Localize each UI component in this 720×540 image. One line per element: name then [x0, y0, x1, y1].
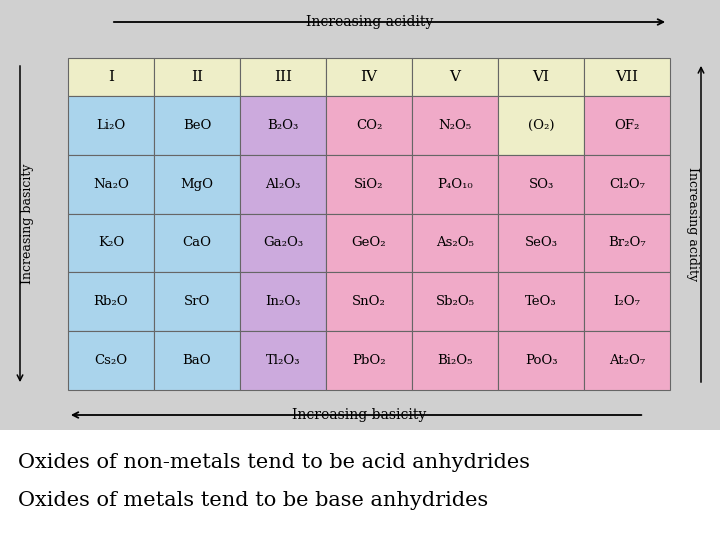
Text: Rb₂O: Rb₂O — [94, 295, 128, 308]
Bar — [68, 58, 154, 96]
Bar — [498, 331, 584, 390]
Bar — [154, 155, 240, 214]
Text: III: III — [274, 70, 292, 84]
Text: (O₂): (O₂) — [528, 119, 554, 132]
Text: IV: IV — [361, 70, 377, 84]
Text: SnO₂: SnO₂ — [352, 295, 386, 308]
Bar — [412, 155, 498, 214]
Text: PoO₃: PoO₃ — [525, 354, 557, 367]
Text: PbO₂: PbO₂ — [352, 354, 386, 367]
Bar — [68, 214, 154, 272]
Text: BeO: BeO — [183, 119, 211, 132]
Bar — [498, 96, 584, 155]
Text: Cl₂O₇: Cl₂O₇ — [609, 178, 645, 191]
Bar — [498, 155, 584, 214]
Bar — [68, 331, 154, 390]
Bar — [68, 272, 154, 331]
Bar — [240, 155, 326, 214]
Text: SrO: SrO — [184, 295, 210, 308]
Bar — [412, 96, 498, 155]
Text: II: II — [191, 70, 203, 84]
Bar — [584, 331, 670, 390]
Bar — [240, 331, 326, 390]
Text: Li₂O: Li₂O — [96, 119, 125, 132]
Bar — [154, 58, 240, 96]
Bar — [68, 96, 154, 155]
Bar — [412, 272, 498, 331]
Text: N₂O₅: N₂O₅ — [438, 119, 472, 132]
Bar — [154, 331, 240, 390]
Bar — [498, 58, 584, 96]
Bar — [240, 214, 326, 272]
Bar — [240, 96, 326, 155]
Text: Cs₂O: Cs₂O — [94, 354, 127, 367]
Bar — [412, 331, 498, 390]
Text: Br₂O₇: Br₂O₇ — [608, 237, 646, 249]
Text: At₂O₇: At₂O₇ — [609, 354, 645, 367]
Bar — [326, 214, 412, 272]
Text: Oxides of metals tend to be base anhydrides: Oxides of metals tend to be base anhydri… — [18, 490, 488, 510]
Bar — [412, 58, 498, 96]
Text: Increasing acidity: Increasing acidity — [306, 15, 433, 29]
Bar — [498, 214, 584, 272]
Text: As₂O₅: As₂O₅ — [436, 237, 474, 249]
Bar — [584, 214, 670, 272]
Text: Al₂O₃: Al₂O₃ — [265, 178, 301, 191]
Text: OF₂: OF₂ — [614, 119, 639, 132]
Bar — [68, 155, 154, 214]
Bar — [154, 214, 240, 272]
Bar — [412, 214, 498, 272]
Text: Ga₂O₃: Ga₂O₃ — [263, 237, 303, 249]
Text: CaO: CaO — [182, 237, 212, 249]
Bar — [154, 272, 240, 331]
Text: Tl₂O₃: Tl₂O₃ — [266, 354, 300, 367]
Bar — [584, 272, 670, 331]
Text: MgO: MgO — [181, 178, 214, 191]
Text: VII: VII — [616, 70, 639, 84]
Text: In₂O₃: In₂O₃ — [265, 295, 301, 308]
Bar — [584, 58, 670, 96]
Bar — [326, 331, 412, 390]
Text: Oxides of non-metals tend to be acid anhydrides: Oxides of non-metals tend to be acid anh… — [18, 454, 530, 472]
Text: K₂O: K₂O — [98, 237, 124, 249]
Text: Increasing acidity: Increasing acidity — [686, 167, 700, 281]
Text: GeO₂: GeO₂ — [351, 237, 387, 249]
Bar — [584, 96, 670, 155]
Text: Bi₂O₅: Bi₂O₅ — [437, 354, 473, 367]
Text: VI: VI — [533, 70, 549, 84]
Text: Sb₂O₅: Sb₂O₅ — [436, 295, 474, 308]
Bar — [584, 155, 670, 214]
Bar — [326, 58, 412, 96]
Bar — [0, 430, 720, 540]
Text: Increasing basicity: Increasing basicity — [292, 408, 426, 422]
Text: I: I — [108, 70, 114, 84]
Text: Increasing basicity: Increasing basicity — [22, 164, 35, 284]
Text: P₄O₁₀: P₄O₁₀ — [437, 178, 473, 191]
Bar — [326, 272, 412, 331]
Text: SO₃: SO₃ — [528, 178, 554, 191]
Bar — [154, 96, 240, 155]
Bar — [326, 96, 412, 155]
Text: BaO: BaO — [183, 354, 211, 367]
Text: Na₂O: Na₂O — [93, 178, 129, 191]
Bar — [240, 58, 326, 96]
Bar — [240, 272, 326, 331]
Text: TeO₃: TeO₃ — [525, 295, 557, 308]
Bar — [498, 272, 584, 331]
Text: V: V — [449, 70, 461, 84]
Text: CO₂: CO₂ — [356, 119, 382, 132]
Bar — [326, 155, 412, 214]
Text: SiO₂: SiO₂ — [354, 178, 384, 191]
Text: B₂O₃: B₂O₃ — [267, 119, 299, 132]
Text: I₂O₇: I₂O₇ — [613, 295, 641, 308]
Text: SeO₃: SeO₃ — [524, 237, 557, 249]
